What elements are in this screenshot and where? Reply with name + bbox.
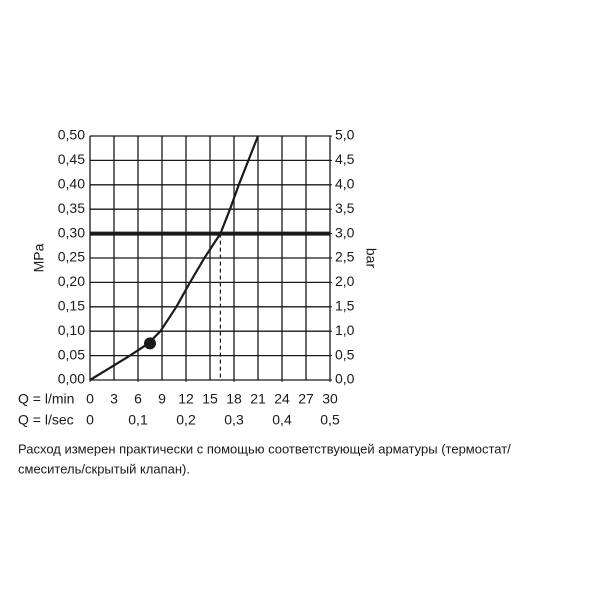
y2-tick-label: 0,5 (335, 346, 355, 362)
x2-tick-label: 0,3 (224, 412, 244, 428)
x-tick-label: 18 (226, 391, 242, 407)
x-tick-label: 12 (178, 391, 194, 407)
y-tick-label: 0,20 (58, 273, 85, 289)
y2-tick-label: 1,0 (335, 322, 355, 338)
x-tick-label: 27 (298, 391, 314, 407)
y-tick-label: 0,10 (58, 322, 85, 338)
y2-tick-label: 0,0 (335, 371, 355, 387)
caption: смеситель/скрытый клапан). (18, 461, 190, 476)
x-tick-label: 15 (202, 391, 218, 407)
y2-axis-label: bar (363, 248, 379, 269)
y-tick-label: 0,00 (58, 371, 85, 387)
y-tick-label: 0,25 (58, 249, 85, 265)
x-tick-label: 24 (274, 391, 290, 407)
x2-axis-label: Q = l/sec (18, 412, 74, 428)
x2-tick-label: 0,5 (320, 412, 340, 428)
y-tick-label: 0,50 (58, 127, 85, 143)
y-tick-label: 0,45 (58, 151, 85, 167)
y-tick-label: 0,05 (58, 346, 85, 362)
y2-tick-label: 2,5 (335, 249, 355, 265)
y-tick-label: 0,35 (58, 200, 85, 216)
x-tick-label: 30 (322, 391, 338, 407)
y2-tick-label: 1,5 (335, 298, 355, 314)
x-tick-label: 6 (134, 391, 142, 407)
marker (144, 337, 156, 350)
curve (89, 135, 260, 381)
y-tick-label: 0,30 (58, 224, 85, 240)
x-axis-label: Q = l/min (18, 391, 74, 407)
y2-tick-label: 2,0 (335, 273, 355, 289)
x2-tick-label: 0 (86, 412, 94, 428)
y-tick-label: 0,40 (58, 176, 85, 192)
y2-tick-label: 3,5 (335, 200, 355, 216)
x-tick-label: 21 (250, 391, 266, 407)
x-tick-label: 3 (110, 391, 118, 407)
x2-tick-label: 0,4 (272, 412, 292, 428)
x2-tick-label: 0,2 (176, 412, 196, 428)
y2-tick-label: 4,5 (335, 151, 355, 167)
y2-tick-label: 3,0 (335, 224, 355, 240)
y2-tick-label: 5,0 (335, 127, 355, 143)
x-tick-label: 9 (158, 391, 166, 407)
caption: Расход измерен практически с помощью соо… (18, 441, 511, 456)
x-tick-label: 0 (86, 391, 94, 407)
y2-tick-label: 4,0 (335, 176, 355, 192)
y-tick-label: 0,15 (58, 298, 85, 314)
x2-tick-label: 0,1 (128, 412, 148, 428)
y-axis-label: MPa (31, 243, 47, 272)
